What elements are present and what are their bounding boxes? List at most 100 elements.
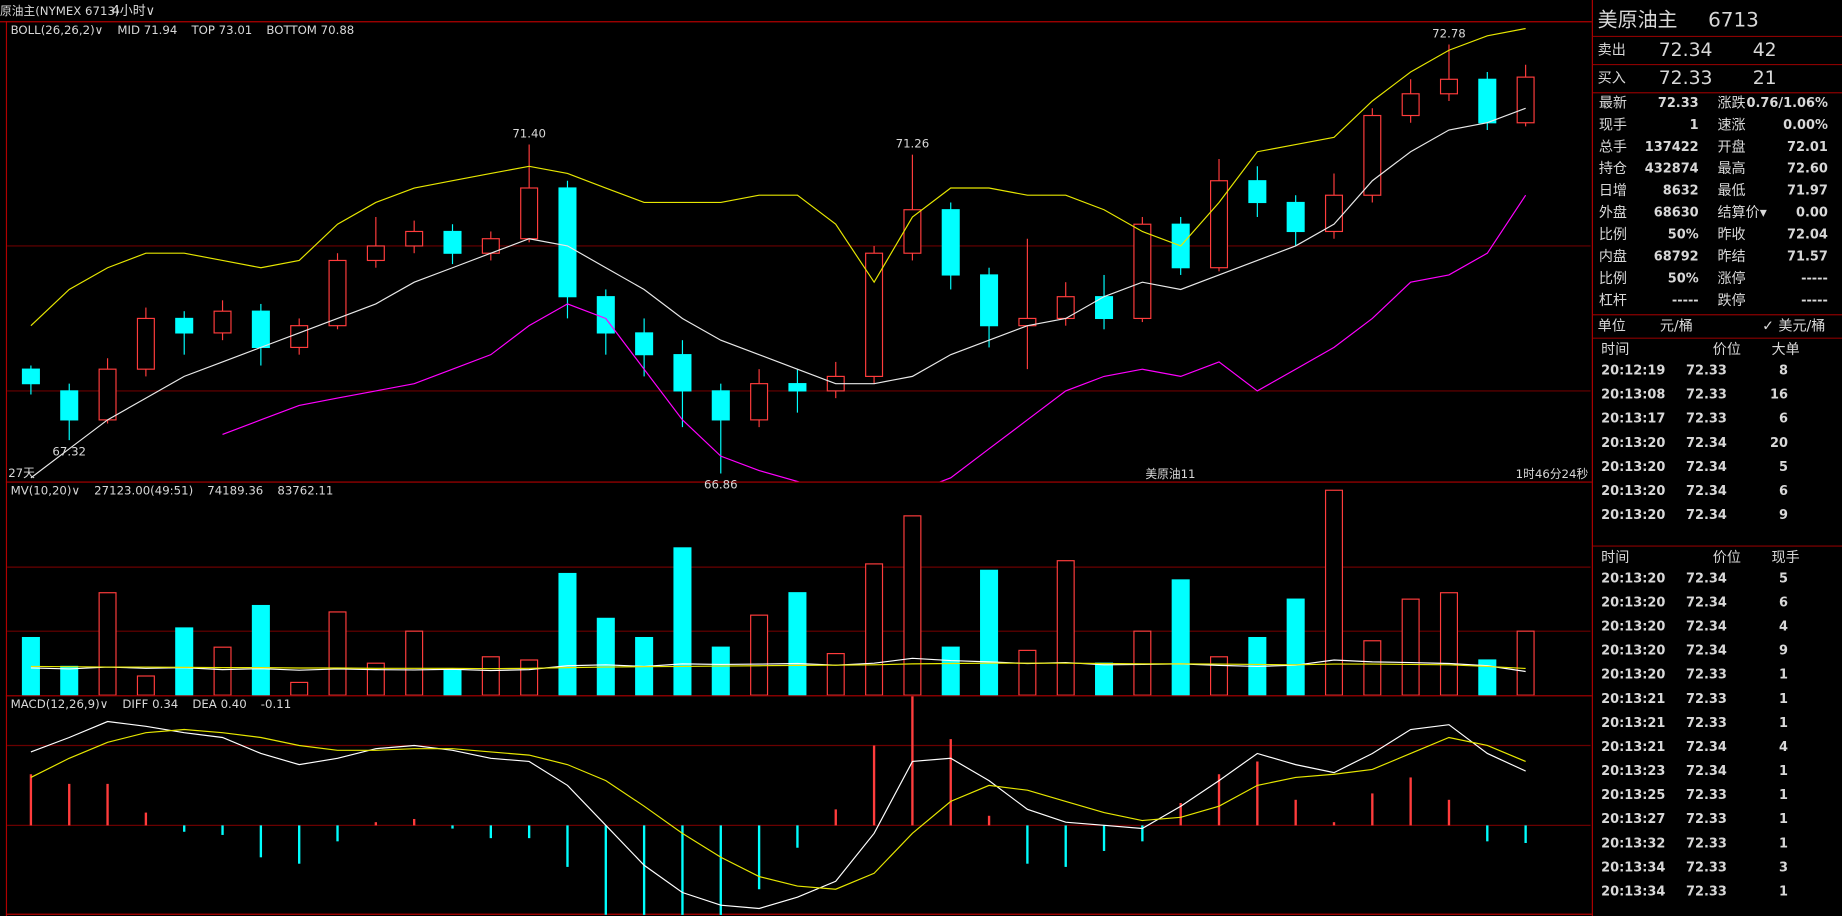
table-qty: 16	[1770, 388, 1788, 403]
indicator-label: -0.11	[261, 697, 291, 711]
candle-body	[136, 317, 155, 370]
table-time: 20:13:27	[1601, 812, 1665, 827]
volume-bar	[520, 659, 539, 696]
table-price: 72.34	[1686, 644, 1727, 659]
volume-bar	[941, 646, 960, 696]
candle-body	[1133, 223, 1152, 320]
table-time: 20:13:21	[1601, 740, 1665, 755]
stat-value: 72.33	[1658, 96, 1699, 111]
stat-value: 50%	[1668, 228, 1699, 243]
candle-body	[366, 245, 385, 262]
volume-bar	[1439, 592, 1458, 696]
stat-label: 比例	[1599, 227, 1627, 243]
table-qty: 1	[1779, 716, 1788, 731]
table-time: 20:13:20	[1601, 668, 1665, 683]
candle-body	[1324, 194, 1344, 233]
candle-body	[635, 332, 654, 356]
candle-body	[1286, 201, 1305, 233]
table-qty: 4	[1779, 620, 1788, 635]
stat-value: 71.97	[1787, 184, 1828, 199]
candle-body	[1478, 78, 1497, 124]
stat-label: 涨停	[1717, 270, 1745, 287]
volume-bar	[1324, 489, 1344, 696]
unit-option[interactable]: ✓ 美元/桶	[1762, 318, 1825, 334]
candle-body	[980, 274, 999, 327]
footer-right: 1时46分24秒	[1516, 467, 1589, 481]
volume-bar	[750, 614, 769, 696]
volume-bar	[1095, 662, 1114, 696]
quote-code: 6713	[1708, 8, 1759, 32]
table-qty: 9	[1779, 508, 1788, 523]
stat-label: 结算价▾	[1717, 205, 1767, 221]
volume-bar	[1018, 649, 1037, 696]
table-price: 72.33	[1686, 788, 1727, 803]
table-time: 20:13:34	[1601, 884, 1665, 899]
panel	[7, 696, 1591, 915]
table-price: 72.34	[1686, 740, 1727, 755]
candle-body	[1248, 180, 1267, 204]
stat-label: 外盘	[1599, 204, 1627, 221]
table-qty: 1	[1779, 764, 1788, 779]
table-price: 72.34	[1686, 460, 1727, 475]
table-time: 20:13:20	[1601, 571, 1665, 586]
stat-value: -----	[1672, 293, 1699, 308]
table-qty: 1	[1779, 812, 1788, 827]
candle-body	[558, 187, 577, 298]
candle-body	[1363, 114, 1382, 196]
table-qty: 8	[1779, 364, 1788, 379]
indicator-label[interactable]: MV(10,20)∨	[11, 483, 81, 497]
stat-value: 72.60	[1787, 162, 1828, 177]
stat-label: 内盘	[1599, 248, 1627, 265]
table-price: 72.33	[1686, 388, 1727, 403]
table-header: 时间	[1601, 342, 1629, 358]
stat-label: 日增	[1599, 183, 1627, 199]
candle-body	[596, 296, 615, 334]
quote-side-label: 卖出	[1598, 42, 1626, 58]
candle-body	[865, 252, 884, 377]
period-selector[interactable]: 4小时∨	[112, 4, 155, 19]
unit-option[interactable]: 元/桶	[1660, 318, 1693, 334]
extreme-label: 71.40	[512, 126, 546, 140]
table-qty: 1	[1779, 836, 1788, 851]
volume-bar	[1209, 656, 1229, 696]
stat-value: 68630	[1654, 206, 1699, 221]
table-qty: 1	[1779, 884, 1788, 899]
table-time: 20:13:20	[1601, 508, 1665, 523]
indicator-line	[30, 720, 1526, 910]
indicator-line	[222, 194, 1527, 482]
candle-body	[213, 310, 232, 334]
volume-bar	[826, 652, 845, 696]
stat-value: 432874	[1645, 162, 1699, 177]
stat-value: 50%	[1668, 272, 1699, 287]
stat-value: 0.00%	[1783, 118, 1828, 133]
table-qty: 6	[1779, 412, 1788, 427]
table-qty: 4	[1779, 740, 1788, 755]
stat-label: 速涨	[1717, 117, 1745, 133]
stat-value: 0.76/1.06%	[1747, 96, 1828, 111]
stat-label: 昨结	[1717, 249, 1745, 265]
stat-label: 现手	[1599, 117, 1627, 133]
indicator-label: TOP 73.01	[190, 23, 252, 37]
candle-body	[711, 390, 730, 421]
table-price: 72.33	[1686, 812, 1727, 827]
stat-value: 0.00	[1796, 206, 1828, 221]
quote-side-qty: 21	[1753, 68, 1777, 89]
indicator-label[interactable]: MACD(12,26,9)∨	[11, 697, 109, 711]
volume-bar	[903, 515, 922, 696]
table-price: 72.34	[1686, 484, 1727, 499]
candle-body	[1439, 78, 1458, 95]
table-price: 72.33	[1686, 884, 1727, 899]
candle-body	[520, 187, 539, 240]
stat-value: 72.04	[1787, 228, 1828, 243]
table-price: 72.34	[1686, 596, 1727, 611]
volume-bar	[443, 669, 462, 696]
unit-label: 单位	[1598, 318, 1626, 334]
indicator-label[interactable]: BOLL(26,26,2)∨	[11, 23, 104, 37]
volume-bar	[136, 675, 155, 696]
candle-body	[328, 259, 347, 327]
table-header: 价位	[1713, 342, 1741, 358]
table-header: 现手	[1772, 550, 1800, 566]
table-price: 72.34	[1686, 436, 1727, 451]
candle-body	[60, 390, 79, 421]
table-qty: 20	[1770, 436, 1788, 451]
